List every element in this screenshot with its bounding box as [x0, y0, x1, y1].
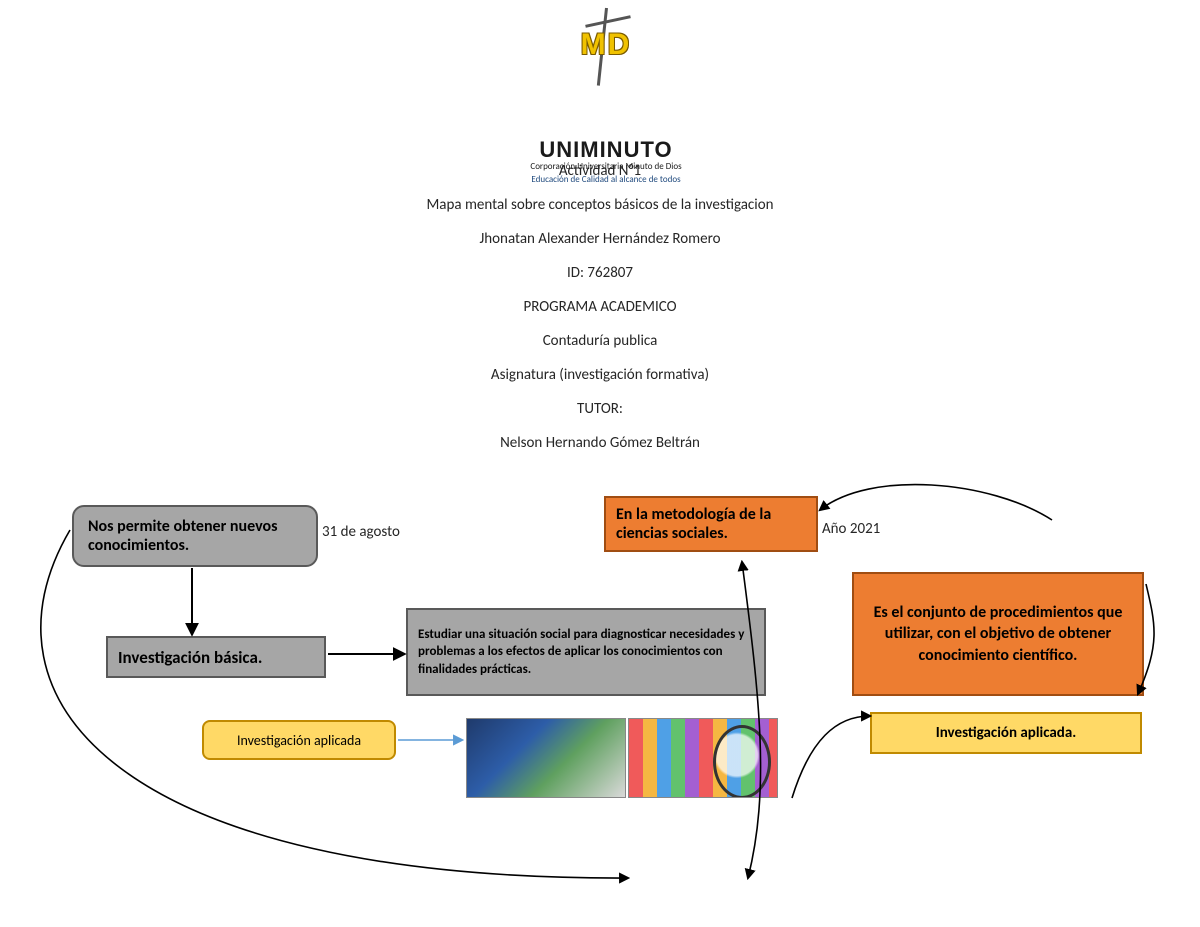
decorative-image-right: [628, 718, 778, 798]
box-conjunto-procedimientos: Es el conjunto de procedimientos que uti…: [852, 572, 1144, 696]
arrow-c3: [820, 485, 1052, 520]
date-text: 31 de agosto: [322, 523, 400, 541]
box-investigacion-aplicada-yellow: Investigación aplicada: [202, 720, 396, 760]
header-subject: Asignatura (investigación formativa): [0, 366, 1200, 384]
arrow-c1: [41, 530, 628, 878]
year-text: Año 2021: [822, 520, 880, 538]
logo-md-icon: MD: [561, 14, 651, 74]
header-title: Mapa mental sobre conceptos básicos de l…: [0, 196, 1200, 214]
cross-horizontal: [585, 15, 631, 27]
box-conjunto-text: Es el conjunto de procedimientos que uti…: [864, 602, 1132, 667]
header-activity: Actividad N°1: [0, 162, 1200, 180]
header-tutor: Nelson Hernando Gómez Beltrán: [0, 434, 1200, 452]
logo-letters: MD: [561, 28, 651, 62]
header-program: Contaduría publica: [0, 332, 1200, 350]
header-tutor-label: TUTOR:: [0, 400, 1200, 418]
box-permite: Nos permite obtener nuevos conocimientos…: [72, 505, 318, 567]
box-investigacion-aplicada-orange: Investigación aplicada.: [870, 712, 1142, 754]
arrow-c5: [792, 716, 870, 798]
box-metodologia: En la metodología de la ciencias sociale…: [604, 496, 818, 552]
logo-name: UNIMINUTO: [476, 137, 736, 163]
header-program-label: PROGRAMA ACADEMICO: [0, 298, 1200, 316]
header-id: ID: 762807: [0, 264, 1200, 282]
header-student: Jhonatan Alexander Hernández Romero: [0, 230, 1200, 248]
logo-block: MD UNIMINUTO Corporación Universitaria M…: [476, 14, 736, 140]
page-root: MD UNIMINUTO Corporación Universitaria M…: [0, 0, 1200, 927]
decorative-image-left: [466, 718, 626, 798]
box-investigacion-basica: Investigación básica.: [106, 636, 326, 678]
box-situacion-social: Estudiar una situación social para diagn…: [406, 608, 766, 696]
